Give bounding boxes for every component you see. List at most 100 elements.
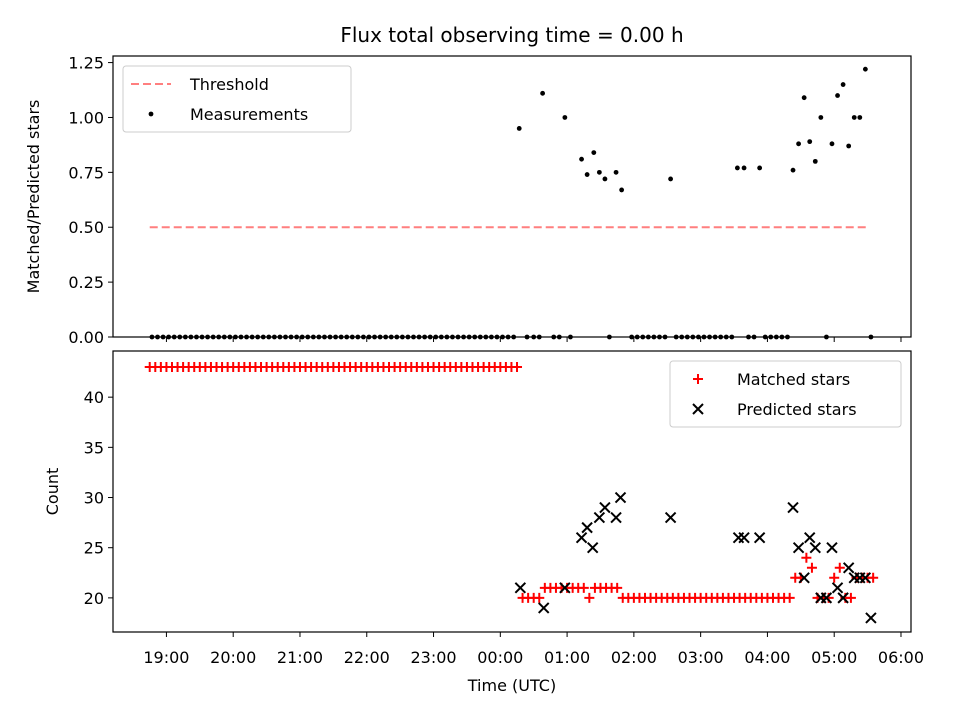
legend-label: Matched stars [737,370,850,389]
matched-star-marker [801,552,812,563]
legend-predicted-swatch [692,403,704,415]
measurement-point [818,115,824,120]
y-tick-label: 0.25 [68,273,104,292]
y-tick-label: 1.25 [68,54,104,73]
x-tick-label: 21:00 [277,648,323,667]
x-tick-label: 20:00 [210,648,256,667]
predicted-star-marker [753,531,766,544]
predicted-star-marker [538,602,550,614]
y-tick-label: 35 [84,438,104,457]
predicted-star-marker [599,501,611,514]
measurement-point [562,115,568,120]
predicted-star-marker [859,572,872,584]
predicted-star-marker [865,612,877,624]
measurement-point [812,158,818,164]
measurement-point [668,176,673,182]
measurement-point [807,139,813,145]
top-panel: 0.00 0.25 0.50 0.75 1.00 1.25 Matched/Predicte… [24,54,912,347]
measurement-point [829,141,835,147]
legend: Matched stars Predicted stars [669,360,902,428]
measurement-point [835,93,840,98]
y-tick-label: 30 [84,489,104,508]
measurement-point [591,150,597,155]
predicted-star-marker [837,592,849,604]
x-tick-label: 02:00 [611,648,657,667]
y-tick-label: 1.00 [68,108,104,127]
matched-star-marker [612,582,623,593]
measurement-point [851,115,857,120]
predicted-star-marker [820,592,833,604]
y-axis-label: Count [43,468,62,516]
predicted-star-marker [804,531,816,544]
legend-box [122,65,352,133]
predicted-star-marker [559,582,571,594]
matched-star-marker [784,592,795,603]
legend: Threshold Measurements [122,65,352,133]
measurement-point [801,95,807,101]
matched-star-marker [834,562,845,573]
y-tick-label: 20 [84,589,104,608]
measurement-point [757,165,763,171]
x-tick-label: 22:00 [344,648,390,667]
measurement-point [602,176,608,182]
legend-matched-swatch [693,374,703,384]
predicted-star-marker [581,521,593,534]
predicted-star-marker [792,541,805,554]
matched-star-marker [512,362,523,373]
measurement-point [857,115,863,120]
x-tick-label: 06:00 [878,648,924,667]
y-tick-label: 25 [84,539,104,558]
matched-star-marker [845,592,856,603]
predicted-star-marker [826,541,838,554]
matched-star-marker [534,592,545,603]
bottom-panel: 20 25 30 35 40 19:00 20:00 21:00 22:00 23:00 00:00… [43,350,924,695]
matched-star-marker [868,572,879,583]
predicted-star-marker [738,531,750,544]
x-tick-label: 03:00 [678,648,724,667]
measurement-point [790,167,796,173]
x-axis-label: Time (UTC) [467,676,556,695]
x-tick-label: 00:00 [477,648,523,667]
y-axis-label: Matched/Predicted stars [24,100,43,294]
predicted-star-marker [593,511,606,524]
matched-star-marker [829,572,840,583]
chart-title: Flux total observing time = 0.00 h [340,23,683,47]
measurement-point [840,82,846,87]
measurement-point [741,165,747,171]
predicted-star-marker [664,511,677,524]
matched-star-marker [806,562,817,573]
predicted-star-marker [787,501,799,514]
measurement-point [734,165,740,171]
predicted-star-marker [514,582,527,594]
x-tick-label: 01:00 [544,648,590,667]
measurement-point [862,66,868,72]
y-tick-label: 0.00 [68,328,104,347]
x-tick-label: 19:00 [143,648,189,667]
x-tick-label: 04:00 [744,648,790,667]
measurement-point [584,172,590,177]
matched-star-marker [584,592,595,603]
legend-label: Threshold [189,75,269,94]
legend-measurement-swatch [148,111,154,117]
predicted-star-marker [610,511,622,524]
predicted-star-marker [614,491,627,504]
axes-frame [112,350,912,633]
predicted-star-marker [831,582,844,594]
x-tick-label: 23:00 [410,648,456,667]
measurement-point [796,141,801,147]
legend-label: Predicted stars [737,400,857,419]
legend-label: Measurements [190,105,308,124]
measurement-point [619,187,625,193]
y-tick-label: 0.50 [68,218,104,237]
measurement-point [516,126,522,131]
matched-star-marker [578,582,589,593]
predicted-star-marker [809,541,821,554]
measurement-point [613,169,619,175]
measurement-point [596,169,602,175]
y-tick-label: 0.75 [68,163,104,182]
axes-frame [112,55,912,338]
measurement-point [579,156,584,162]
predicted-star-marker [842,562,855,574]
measurement-point [540,90,546,96]
measurement-point [846,143,852,149]
